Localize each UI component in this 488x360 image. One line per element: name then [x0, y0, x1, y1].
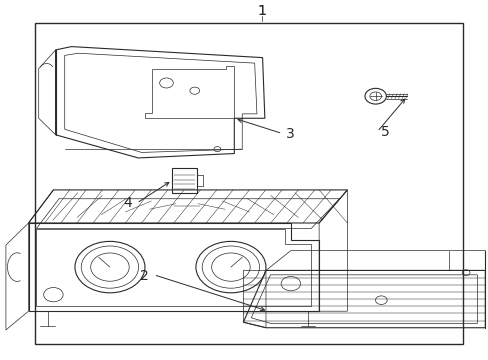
Text: 1: 1 [257, 4, 265, 18]
Bar [35, 23, 462, 344]
Text: 1: 1 [257, 4, 265, 18]
Text: 4: 4 [123, 196, 132, 210]
Text: 3: 3 [286, 127, 294, 140]
Text: 5: 5 [380, 125, 389, 139]
Text: 2: 2 [140, 269, 149, 283]
Polygon shape [172, 167, 197, 193]
